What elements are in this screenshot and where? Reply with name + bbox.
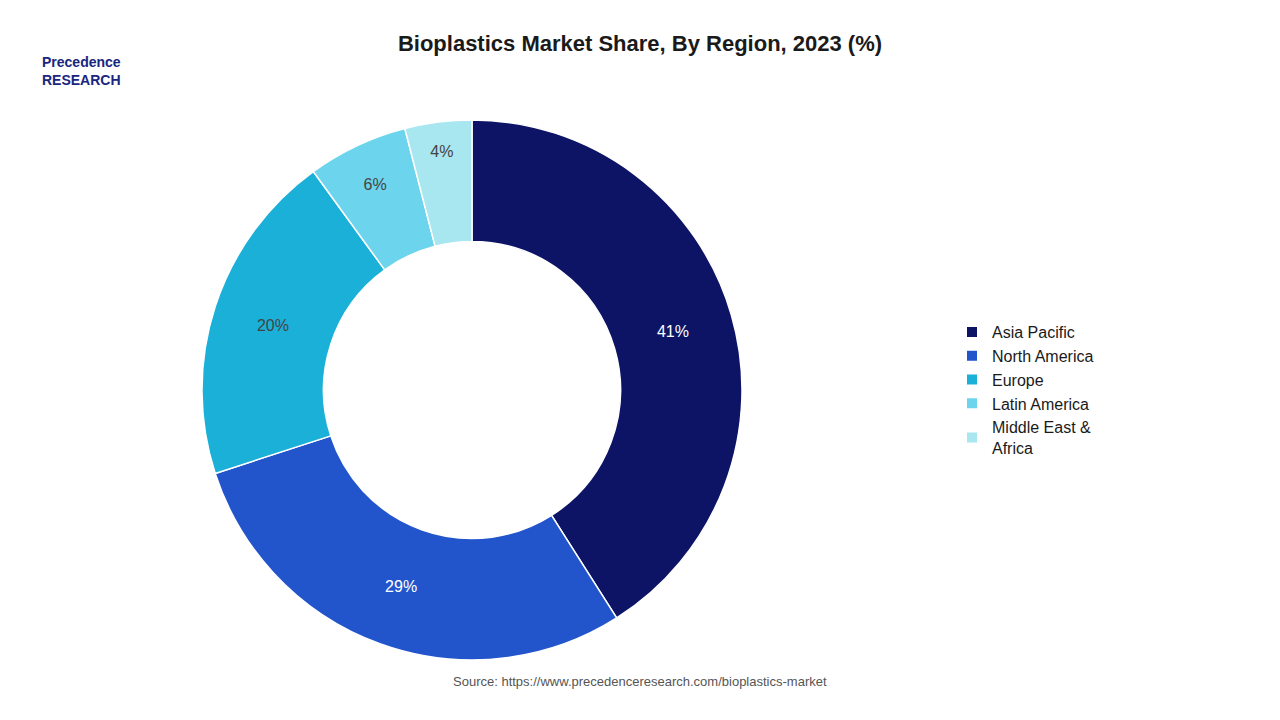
- svg-text:North America: North America: [992, 348, 1093, 365]
- svg-text:4%: 4%: [430, 143, 453, 160]
- svg-text:Latin America: Latin America: [992, 396, 1089, 413]
- svg-text:Europe: Europe: [992, 372, 1044, 389]
- svg-text:Source: https://www.precedence: Source: https://www.precedenceresearch.c…: [453, 674, 827, 689]
- svg-text:6%: 6%: [364, 176, 387, 193]
- svg-text:Bioplastics Market Share, By R: Bioplastics Market Share, By Region, 202…: [398, 31, 882, 56]
- svg-text:29%: 29%: [385, 578, 417, 595]
- svg-text:20%: 20%: [257, 317, 289, 334]
- svg-text:41%: 41%: [657, 323, 689, 340]
- svg-text:PrecedenceRESEARCH: PrecedenceRESEARCH: [42, 54, 121, 88]
- svg-text:Middle East &Africa: Middle East &Africa: [992, 419, 1091, 457]
- svg-text:Asia Pacific: Asia Pacific: [992, 324, 1075, 341]
